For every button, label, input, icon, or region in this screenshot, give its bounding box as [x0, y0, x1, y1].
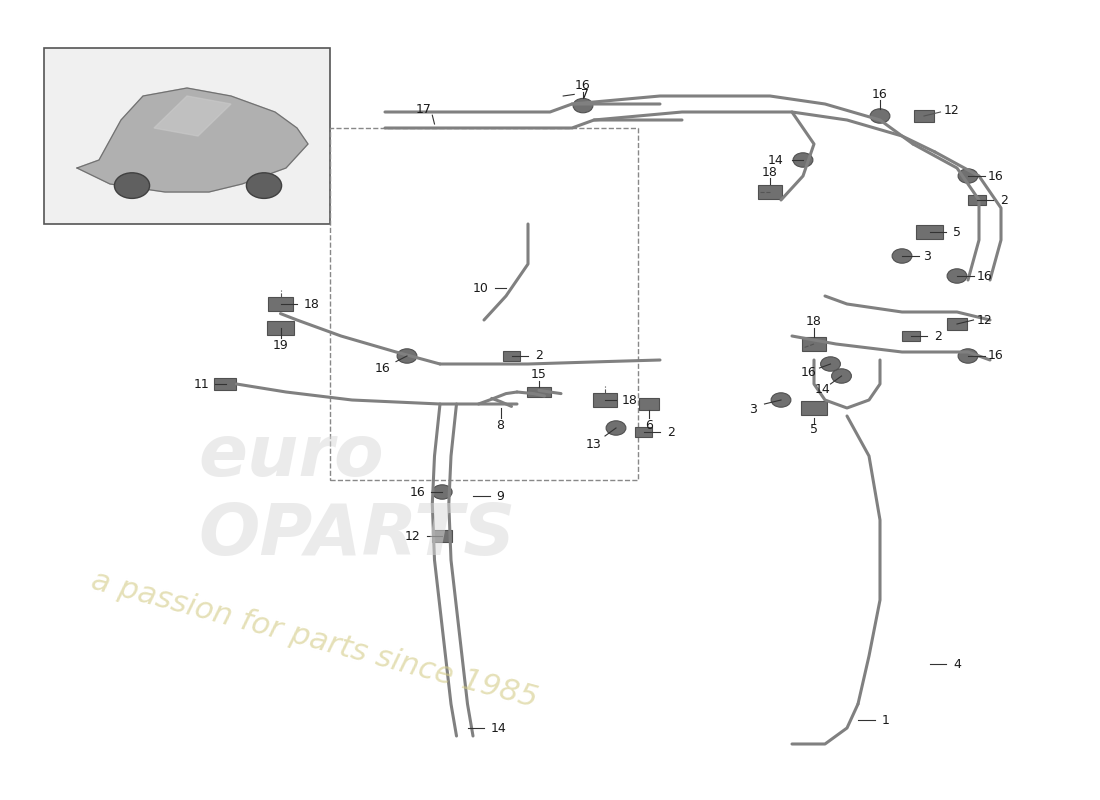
Bar [503, 351, 520, 361]
Text: 16: 16 [410, 486, 426, 498]
Text: 16: 16 [988, 350, 1003, 362]
Text: a passion for parts since 1985: a passion for parts since 1985 [88, 566, 541, 714]
Text: 19: 19 [273, 339, 288, 352]
Text: 14: 14 [768, 154, 783, 166]
Bar [527, 387, 551, 397]
Circle shape [246, 173, 282, 198]
Text: 14: 14 [815, 383, 830, 396]
Text: 16: 16 [575, 79, 591, 92]
Circle shape [947, 269, 967, 283]
Bar [268, 297, 293, 311]
Text: 4: 4 [953, 658, 961, 670]
Text: 7: 7 [581, 88, 590, 101]
Text: 6: 6 [645, 419, 653, 432]
Circle shape [832, 369, 851, 383]
Text: 5: 5 [810, 423, 818, 436]
Text: 11: 11 [194, 378, 209, 390]
Text: 16: 16 [375, 362, 390, 374]
Bar [635, 427, 652, 437]
Text: 13: 13 [586, 438, 602, 450]
Text: 12: 12 [944, 104, 959, 117]
Text: 18: 18 [621, 394, 637, 406]
Bar [432, 530, 452, 542]
Circle shape [870, 109, 890, 123]
Polygon shape [267, 322, 294, 334]
Circle shape [771, 393, 791, 407]
Circle shape [114, 173, 150, 198]
Polygon shape [154, 96, 231, 136]
Text: 12: 12 [977, 314, 992, 326]
Text: 2: 2 [667, 426, 675, 438]
Bar [758, 185, 782, 199]
Text: 3: 3 [749, 403, 758, 416]
Text: 18: 18 [304, 298, 319, 310]
Bar [593, 393, 617, 407]
Bar [947, 318, 967, 330]
Circle shape [606, 421, 626, 435]
Text: 18: 18 [806, 315, 822, 328]
Text: 16: 16 [801, 366, 816, 378]
Text: 2: 2 [934, 330, 943, 342]
Circle shape [958, 349, 978, 363]
Circle shape [432, 485, 452, 499]
Circle shape [958, 169, 978, 183]
Text: 18: 18 [762, 166, 778, 178]
Circle shape [793, 153, 813, 167]
Bar [44, 48, 330, 224]
Circle shape [892, 249, 912, 263]
Text: 15: 15 [531, 368, 547, 381]
Polygon shape [801, 402, 827, 414]
Text: 2: 2 [535, 350, 543, 362]
Text: 17: 17 [416, 103, 431, 116]
Circle shape [397, 349, 417, 363]
Text: 12: 12 [405, 530, 420, 542]
Bar [639, 398, 659, 410]
Bar [902, 331, 920, 341]
Text: 1: 1 [881, 714, 890, 726]
Text: 9: 9 [496, 490, 505, 502]
Text: 3: 3 [923, 250, 932, 262]
Bar [802, 337, 826, 351]
Text: 16: 16 [872, 88, 888, 101]
Text: 10: 10 [473, 282, 488, 294]
Text: 5: 5 [953, 226, 961, 238]
Bar [214, 378, 236, 390]
Bar [330, 128, 638, 480]
Bar [968, 195, 986, 205]
Circle shape [573, 98, 593, 113]
Text: 14: 14 [491, 722, 506, 734]
Text: 16: 16 [988, 170, 1003, 182]
Text: 8: 8 [496, 419, 505, 432]
Circle shape [821, 357, 840, 371]
Text: 16: 16 [977, 270, 992, 282]
Text: 2: 2 [1000, 194, 1009, 206]
Text: euro
OPARTS: euro OPARTS [198, 422, 515, 570]
Polygon shape [77, 88, 308, 192]
Polygon shape [916, 226, 943, 238]
Bar [914, 110, 934, 122]
